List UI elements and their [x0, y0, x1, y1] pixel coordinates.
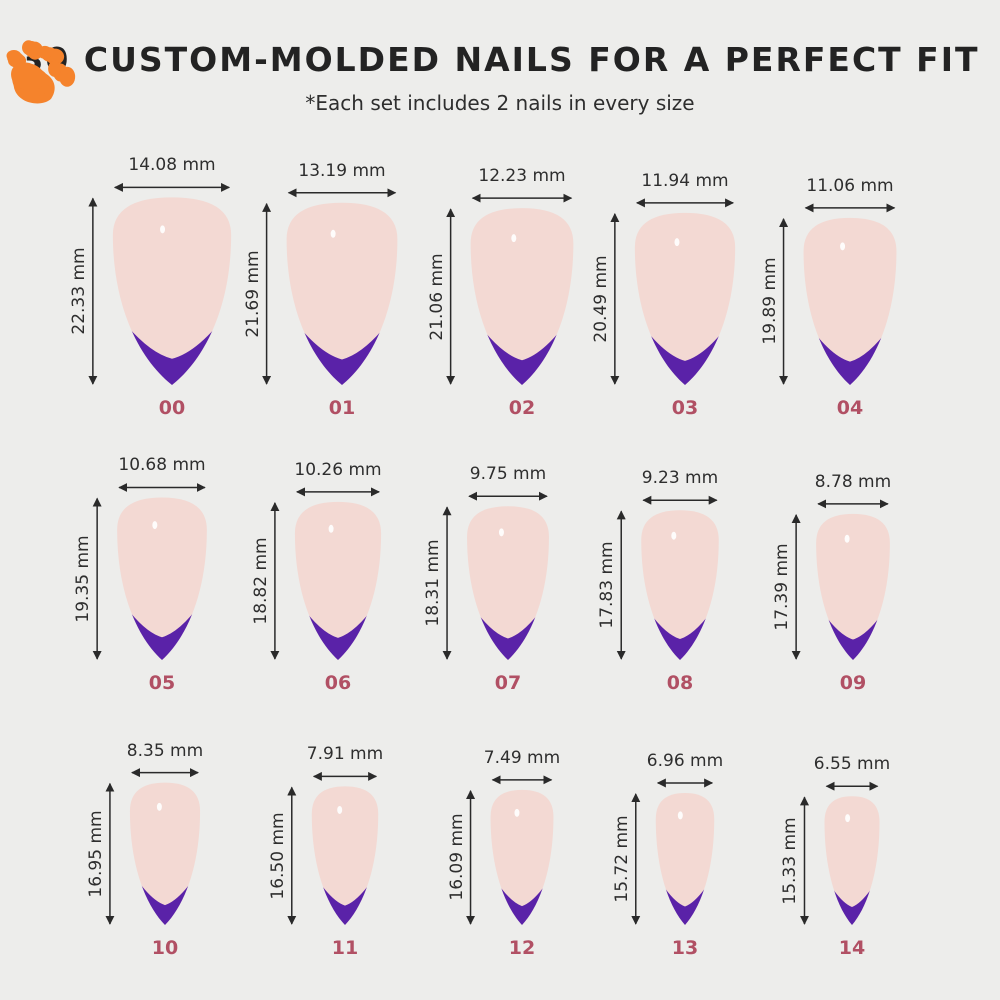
width-label: 9.75 mm — [469, 464, 547, 485]
highlight — [845, 814, 851, 823]
nail-11 — [311, 786, 379, 926]
width-label: 12.23 mm — [478, 166, 566, 187]
nail-body — [117, 497, 207, 660]
highlight — [337, 805, 343, 814]
width-label: 11.06 mm — [806, 175, 894, 196]
height-label: 17.39 mm — [772, 543, 793, 631]
highlight — [844, 534, 850, 543]
nail-14 — [824, 796, 880, 926]
height-label: 21.06 mm — [426, 252, 447, 341]
size-label: 07 — [494, 672, 522, 694]
size-label: 06 — [324, 672, 352, 694]
size-label: 09 — [839, 672, 867, 694]
page-title: 30 CUSTOM-MOLDED NAILS FOR A PERFECT FIT — [20, 40, 980, 79]
nail-03 — [634, 212, 736, 385]
width-label: 8.78 mm — [814, 471, 892, 492]
nail-05 — [117, 497, 207, 660]
size-label: 02 — [508, 397, 536, 419]
size-label: 01 — [328, 397, 356, 419]
size-label: 12 — [508, 937, 536, 959]
nail-04 — [803, 217, 897, 385]
width-label: 6.55 mm — [813, 754, 891, 775]
size-label: 05 — [148, 672, 176, 694]
width-label: 10.68 mm — [118, 455, 206, 476]
highlight — [671, 531, 677, 540]
nail-body — [470, 208, 574, 385]
highlight — [511, 234, 517, 243]
nail-body — [634, 212, 736, 385]
highlight — [840, 242, 846, 251]
nail-07 — [467, 506, 549, 661]
nail-body — [816, 513, 890, 660]
nail-13 — [655, 792, 715, 926]
highlight — [330, 229, 336, 238]
highlight — [674, 238, 680, 247]
highlight — [160, 225, 166, 234]
size-label: 14 — [838, 937, 866, 959]
nail-10 — [129, 782, 201, 925]
height-label: 16.50 mm — [267, 812, 288, 900]
paw-print-icon — [6, 40, 62, 91]
nail-body — [467, 506, 549, 660]
size-label: 08 — [666, 672, 694, 694]
nail-09 — [816, 513, 890, 661]
height-label: 18.31 mm — [423, 539, 444, 627]
width-label: 7.49 mm — [483, 747, 561, 768]
highlight — [156, 802, 162, 811]
nail-body — [490, 789, 554, 925]
size-label: 00 — [158, 397, 186, 419]
nail-body — [294, 501, 382, 660]
nail-08 — [641, 510, 719, 660]
highlight — [152, 521, 158, 530]
size-label: 13 — [671, 937, 699, 959]
height-label: 19.89 mm — [759, 257, 780, 346]
nail-02 — [470, 208, 574, 385]
width-label: 9.23 mm — [641, 468, 719, 489]
size-label: 04 — [836, 397, 864, 419]
nail-body — [129, 782, 201, 925]
width-label: 7.91 mm — [306, 744, 384, 765]
size-label: 11 — [331, 937, 359, 959]
height-label: 18.82 mm — [250, 537, 271, 625]
width-label: 10.26 mm — [294, 459, 382, 480]
height-label: 15.72 mm — [611, 815, 632, 903]
nail-body — [112, 197, 232, 385]
height-label: 22.33 mm — [68, 247, 89, 335]
nail-12 — [490, 789, 554, 925]
height-label: 17.83 mm — [597, 541, 618, 629]
height-label: 15.33 mm — [780, 817, 801, 905]
width-label: 13.19 mm — [298, 160, 386, 181]
nail-body — [286, 202, 398, 385]
height-label: 19.35 mm — [73, 535, 94, 623]
nail-body — [311, 786, 379, 925]
width-label: 6.96 mm — [646, 750, 724, 771]
width-label: 14.08 mm — [128, 155, 216, 176]
nail-body — [803, 217, 897, 385]
highlight — [498, 528, 504, 537]
height-label: 20.49 mm — [590, 255, 611, 343]
highlight — [328, 524, 334, 533]
nail-01 — [286, 202, 398, 385]
size-label: 03 — [671, 397, 699, 419]
highlight — [677, 811, 683, 820]
width-label: 8.35 mm — [126, 740, 204, 761]
highlight — [514, 808, 520, 817]
height-label: 21.69 mm — [242, 250, 263, 338]
width-label: 11.94 mm — [641, 170, 729, 191]
nail-body — [824, 796, 880, 925]
subtitle: *Each set includes 2 nails in every size — [305, 91, 695, 115]
nail-body — [641, 510, 719, 660]
nail-00 — [112, 197, 232, 385]
nail-body — [655, 792, 715, 925]
height-label: 16.09 mm — [446, 813, 467, 902]
height-label: 16.95 mm — [85, 810, 106, 898]
size-label: 10 — [151, 937, 179, 959]
nail-06 — [294, 501, 382, 660]
